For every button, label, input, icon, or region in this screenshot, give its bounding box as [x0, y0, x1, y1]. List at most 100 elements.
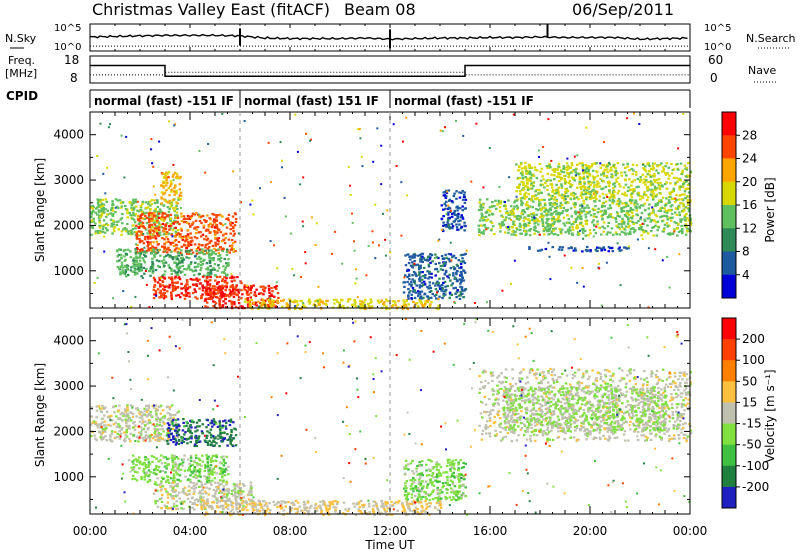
heatmap-cell	[137, 266, 140, 269]
heatmap-cell	[415, 274, 418, 278]
heatmap-cell	[461, 217, 465, 220]
heatmap-cell	[486, 227, 490, 230]
heatmap-cell	[154, 210, 158, 213]
heatmap-cell	[180, 287, 184, 290]
heatmap-noise-cell	[575, 225, 578, 228]
heatmap-cell	[188, 295, 191, 298]
heatmap-cell	[534, 229, 538, 233]
heatmap-cell	[455, 226, 459, 229]
heatmap-cell	[429, 261, 432, 264]
heatmap-cell	[196, 297, 199, 300]
heatmap-cell	[407, 269, 411, 272]
heatmap-cell	[656, 181, 660, 185]
heatmap-cell	[554, 189, 558, 192]
heatmap-cell	[577, 198, 580, 201]
heatmap-cell	[441, 264, 444, 267]
heatmap-cell	[90, 406, 94, 409]
heatmap-cell	[261, 288, 265, 291]
heatmap-cell	[268, 307, 271, 310]
heatmap-cell	[133, 267, 137, 270]
heatmap-cell	[162, 294, 165, 297]
heatmap-cell	[101, 230, 105, 233]
heatmap-noise-cell	[130, 305, 133, 308]
heatmap-cell	[165, 248, 169, 251]
heatmap-cell	[147, 226, 151, 229]
heatmap-cell	[201, 289, 205, 292]
heatmap-cell	[153, 425, 157, 428]
heatmap-cell	[221, 293, 225, 296]
heatmap-cell	[589, 250, 592, 253]
heatmap-cell	[442, 257, 446, 261]
heatmap-cell	[180, 212, 183, 215]
heatmap-cell	[96, 426, 100, 429]
heatmap-cell	[363, 307, 367, 310]
heatmap-cell	[533, 222, 536, 225]
heatmap-cell	[200, 251, 203, 254]
heatmap-cell	[209, 422, 212, 425]
heatmap-cell	[90, 423, 93, 426]
heatmap-cell	[543, 198, 546, 201]
heatmap-cell	[188, 215, 191, 218]
heatmap-cell	[123, 259, 127, 262]
heatmap-cell	[666, 225, 670, 228]
heatmap-cell	[576, 163, 579, 166]
heatmap-cell	[221, 472, 224, 475]
heatmap-cell	[421, 278, 424, 281]
heatmap-cell	[579, 221, 582, 225]
heatmap-cell	[505, 216, 508, 219]
heatmap-cell	[188, 236, 192, 239]
heatmap-cell	[199, 260, 203, 264]
heatmap-cell	[631, 172, 634, 176]
heatmap-cell	[413, 305, 416, 308]
heatmap-noise-cell	[575, 174, 578, 177]
heatmap-cell	[144, 255, 148, 258]
heatmap-cell	[658, 188, 662, 191]
heatmap-cell	[149, 200, 152, 203]
heatmap-cell	[234, 220, 238, 223]
heatmap-cell	[157, 437, 160, 440]
heatmap-cell	[608, 199, 611, 202]
heatmap-cell	[442, 229, 445, 233]
heatmap-cell	[158, 434, 161, 437]
heatmap-noise-cell	[438, 238, 441, 241]
heatmap-cell	[196, 279, 199, 282]
heatmap-cell	[582, 202, 586, 205]
heatmap-cell	[676, 162, 679, 166]
heatmap-cell	[155, 259, 159, 262]
heatmap-cell	[630, 196, 634, 199]
heatmap-cell	[159, 224, 162, 227]
heatmap-cell	[648, 164, 651, 168]
heatmap-cell	[228, 292, 232, 295]
heatmap-cell	[650, 219, 653, 222]
heatmap-cell	[669, 182, 672, 185]
heatmap-cell	[519, 196, 523, 200]
heatmap-cell	[220, 240, 224, 243]
heatmap-cell	[137, 218, 140, 221]
heatmap-cell	[226, 249, 229, 252]
heatmap-cell	[531, 206, 534, 209]
heatmap-cell	[201, 432, 204, 435]
heatmap-cell	[517, 218, 521, 221]
heatmap-cell	[484, 226, 487, 229]
heatmap-cell	[516, 228, 519, 231]
heatmap-cell	[584, 216, 588, 219]
heatmap-cell	[166, 215, 169, 218]
heatmap-cell	[419, 266, 422, 269]
heatmap-cell	[132, 259, 135, 262]
heatmap-cell	[193, 443, 197, 446]
heatmap-cell	[428, 270, 431, 273]
heatmap-cell	[198, 248, 202, 251]
heatmap-noise-cell	[400, 181, 403, 184]
heatmap-noise-cell	[674, 197, 677, 200]
heatmap-cell	[180, 220, 183, 223]
heatmap-cell	[646, 224, 649, 227]
heatmap-cell	[154, 438, 158, 442]
heatmap-cell	[594, 232, 598, 235]
heatmap-cell	[519, 192, 522, 195]
heatmap-cell	[665, 209, 668, 213]
heatmap-noise-cell	[437, 239, 440, 242]
heatmap-cell	[444, 293, 447, 296]
heatmap-cell	[411, 274, 414, 277]
heatmap-cell	[194, 426, 197, 429]
heatmap-cell	[190, 261, 193, 264]
